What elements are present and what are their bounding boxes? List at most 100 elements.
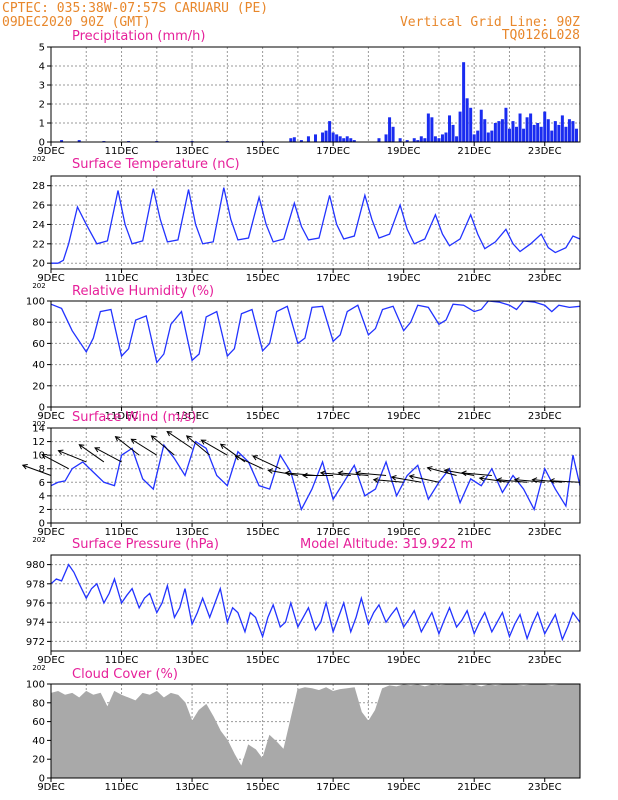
x-tick-label: 9DEC — [37, 146, 64, 157]
panel-frame — [50, 554, 581, 652]
precip-bar — [483, 119, 487, 142]
x-tick-label: 21DEC — [457, 411, 491, 422]
precip-bar — [560, 115, 564, 142]
precip-bar — [412, 138, 416, 142]
x-tick-label: 23DEC — [528, 146, 562, 157]
cloud-area — [50, 683, 581, 779]
x-tick-label: 17DEC — [316, 411, 350, 422]
y-tick-label: 20 — [32, 381, 45, 392]
wind-arrow — [186, 435, 211, 456]
precip-bar — [564, 126, 568, 142]
wind-arrow-head — [355, 470, 361, 477]
precip-bar — [377, 138, 381, 142]
wind-arrow — [201, 439, 228, 456]
y-tick-label: 80 — [32, 698, 45, 709]
precip-bar — [462, 62, 466, 143]
wind-arrow — [532, 479, 563, 483]
precip-bar — [529, 113, 533, 142]
wind-arrow — [268, 469, 298, 476]
precip-bar — [571, 121, 575, 142]
wind-arrow — [320, 472, 351, 476]
panel-frame — [50, 175, 581, 270]
precip-bar — [493, 123, 497, 142]
precip-bar — [324, 130, 328, 142]
x-tick-label: 17DEC — [316, 273, 350, 284]
precip-bar — [500, 119, 504, 142]
y-tick-label: 978 — [26, 579, 45, 590]
x-tick-label: 11DEC — [105, 273, 139, 284]
x-tick-label: 9DEC — [37, 411, 64, 422]
y-tick-label: 100 — [26, 680, 45, 691]
x-tick-label: 13DEC — [175, 146, 209, 157]
precip-bar — [574, 128, 578, 142]
panel-5: Cloud Cover (%) 0 20 40 60 80 100 9DEC 11DEC 13DE… — [26, 667, 581, 793]
wind-arrow-head — [319, 470, 326, 477]
precip-bar — [507, 128, 511, 142]
wind-arrow-head — [337, 470, 344, 477]
precip-bar — [398, 138, 402, 142]
y-tick-label: 4 — [39, 62, 45, 73]
year-fragment: 202 — [32, 536, 45, 544]
x-tick-label: 11DEC — [105, 411, 139, 422]
series-line — [50, 440, 581, 512]
wind-arrow-head — [21, 463, 28, 470]
wind-arrow — [409, 475, 440, 483]
precip-bar — [331, 132, 335, 142]
grid-note: Vertical Grid Line: 90Z — [400, 15, 580, 30]
x-tick-label: 19DEC — [387, 782, 421, 793]
x-tick-label: 15DEC — [246, 273, 280, 284]
x-tick-label: 17DEC — [316, 782, 350, 793]
panel-2: Relative Humidity (%) 0 20 40 60 80 100 9DEC 11D… — [26, 284, 581, 428]
y-tick-label: 28 — [32, 181, 45, 192]
series-line — [50, 300, 581, 364]
y-tick-label: 40 — [32, 360, 45, 371]
wind-arrow-head — [443, 468, 450, 474]
year-fragment: 202 — [32, 282, 45, 290]
x-tick-label: 21DEC — [457, 146, 491, 157]
precip-bar — [342, 138, 346, 142]
x-tick-label: 23DEC — [528, 782, 562, 793]
precip-bar — [469, 107, 473, 142]
wind-arrow — [514, 479, 545, 483]
x-tick-label: 23DEC — [528, 655, 562, 666]
precip-bar — [289, 138, 293, 142]
panel-frame — [50, 300, 581, 408]
y-tick-label: 20 — [32, 259, 45, 270]
precip-bar — [299, 140, 303, 142]
x-tick-label: 13DEC — [175, 527, 209, 538]
precip-bar — [349, 138, 353, 142]
y-tick-label: 22 — [32, 239, 45, 250]
precip-bar — [525, 117, 529, 142]
x-tick-label: 15DEC — [246, 527, 280, 538]
series-line — [51, 187, 581, 264]
year-fragment: 202 — [32, 155, 45, 163]
wind-arrow — [131, 438, 158, 456]
x-tick-label: 11DEC — [105, 527, 139, 538]
precip-bar — [550, 130, 554, 142]
y-tick-label: 974 — [26, 618, 45, 629]
precip-bar — [416, 140, 420, 142]
wind-arrow-head — [426, 466, 433, 472]
wind-arrow — [497, 479, 528, 483]
wind-arrow-head — [531, 477, 538, 483]
precip-bar — [321, 132, 325, 142]
x-tick-label: 11DEC — [105, 655, 139, 666]
panel-title: Surface Pressure (hPa) — [72, 537, 219, 552]
x-tick-label: 9DEC — [37, 273, 64, 284]
x-tick-label: 15DEC — [246, 655, 280, 666]
y-tick-label: 972 — [26, 637, 45, 648]
precip-bar — [515, 126, 519, 142]
precip-bar — [391, 126, 395, 142]
wind-arrow — [356, 472, 387, 476]
y-tick-label: 40 — [32, 736, 45, 747]
wind-arrow — [461, 472, 492, 476]
wind-arrow-head — [513, 477, 520, 483]
x-tick-label: 13DEC — [175, 411, 209, 422]
x-tick-label: 15DEC — [246, 411, 280, 422]
precip-bar — [546, 119, 550, 142]
wind-arrow-head — [130, 438, 137, 444]
wind-arrow-head — [185, 435, 192, 441]
wind-arrow-head — [94, 447, 101, 453]
precip-bar — [405, 140, 409, 142]
precip-bar — [426, 113, 430, 142]
